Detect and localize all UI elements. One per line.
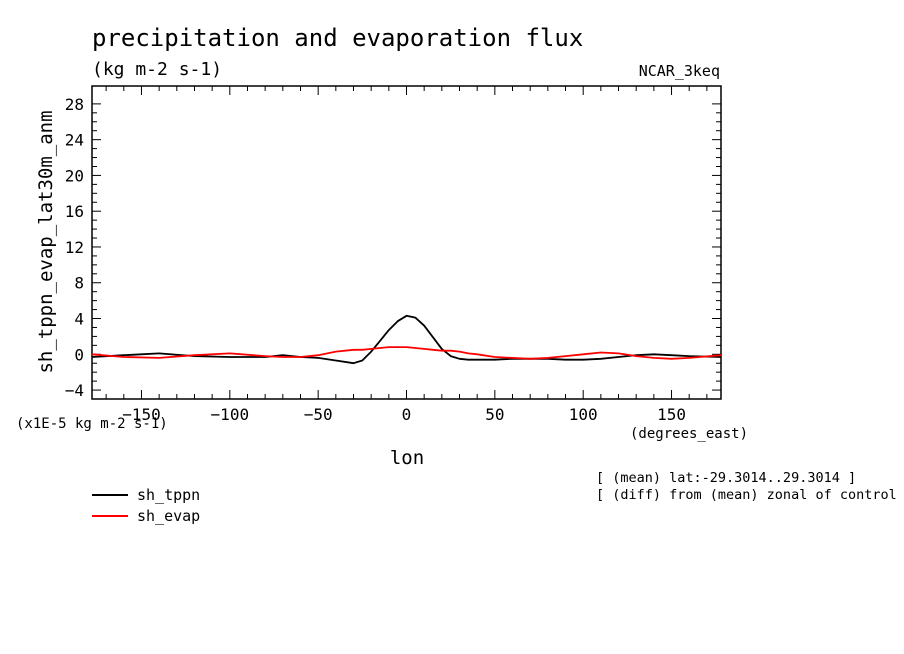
x-axis-label: lon: [390, 447, 424, 469]
chart-units: (kg m-2 s-1): [92, 59, 222, 80]
y-axis-label: sh_tppn_evap_lat30m_anm: [35, 110, 57, 373]
x-tick-label: 0: [402, 405, 412, 424]
series-lines: [91, 314, 722, 365]
legend: sh_tppn sh_evap: [92, 486, 200, 525]
y-tick-label: 28: [65, 95, 84, 114]
x-tick-label: 150: [657, 405, 686, 424]
y-tick-label: −4: [65, 381, 84, 400]
x-axis-units: (degrees_east): [630, 426, 748, 442]
x-tick-label: −150: [122, 405, 161, 424]
y-tick-label: 24: [65, 131, 84, 150]
model-name: NCAR_3keq: [639, 62, 720, 80]
y-tick-label: 12: [65, 238, 84, 257]
x-tick-label: 100: [569, 405, 598, 424]
y-axis-units: (x1E-5 kg m-2 s-1): [16, 416, 168, 432]
x-tick-label: 50: [485, 405, 504, 424]
series-line-sh-tppn: [91, 314, 722, 365]
x-tick-label: −100: [211, 405, 250, 424]
legend-label-sh-tppn: sh_tppn: [137, 486, 200, 504]
plot-area: −150 −100 −50 0 50 100 150 −4 0 4 8 12 16 20 24 28: [65, 85, 722, 424]
x-axis: −150 −100 −50 0 50 100 150: [105, 86, 708, 424]
series-line-sh-evap: [91, 346, 722, 360]
y-tick-label: 20: [65, 166, 84, 185]
legend-label-sh-evap: sh_evap: [137, 507, 200, 525]
y-tick-label: 16: [65, 202, 84, 221]
note-lat-range: [ (mean) lat:-29.3014..29.3014 ]: [596, 470, 856, 486]
y-tick-label: 0: [74, 345, 84, 364]
plot-frame: [91, 85, 722, 400]
y-tick-label: 4: [74, 310, 84, 329]
chart-title: precipitation and evaporation flux: [92, 24, 583, 52]
y-axis: −4 0 4 8 12 16 20 24 28: [65, 95, 721, 400]
x-tick-label: −50: [304, 405, 333, 424]
note-diff: [ (diff) from (mean) zonal of control ]: [596, 487, 904, 503]
y-tick-label: 8: [74, 274, 84, 293]
